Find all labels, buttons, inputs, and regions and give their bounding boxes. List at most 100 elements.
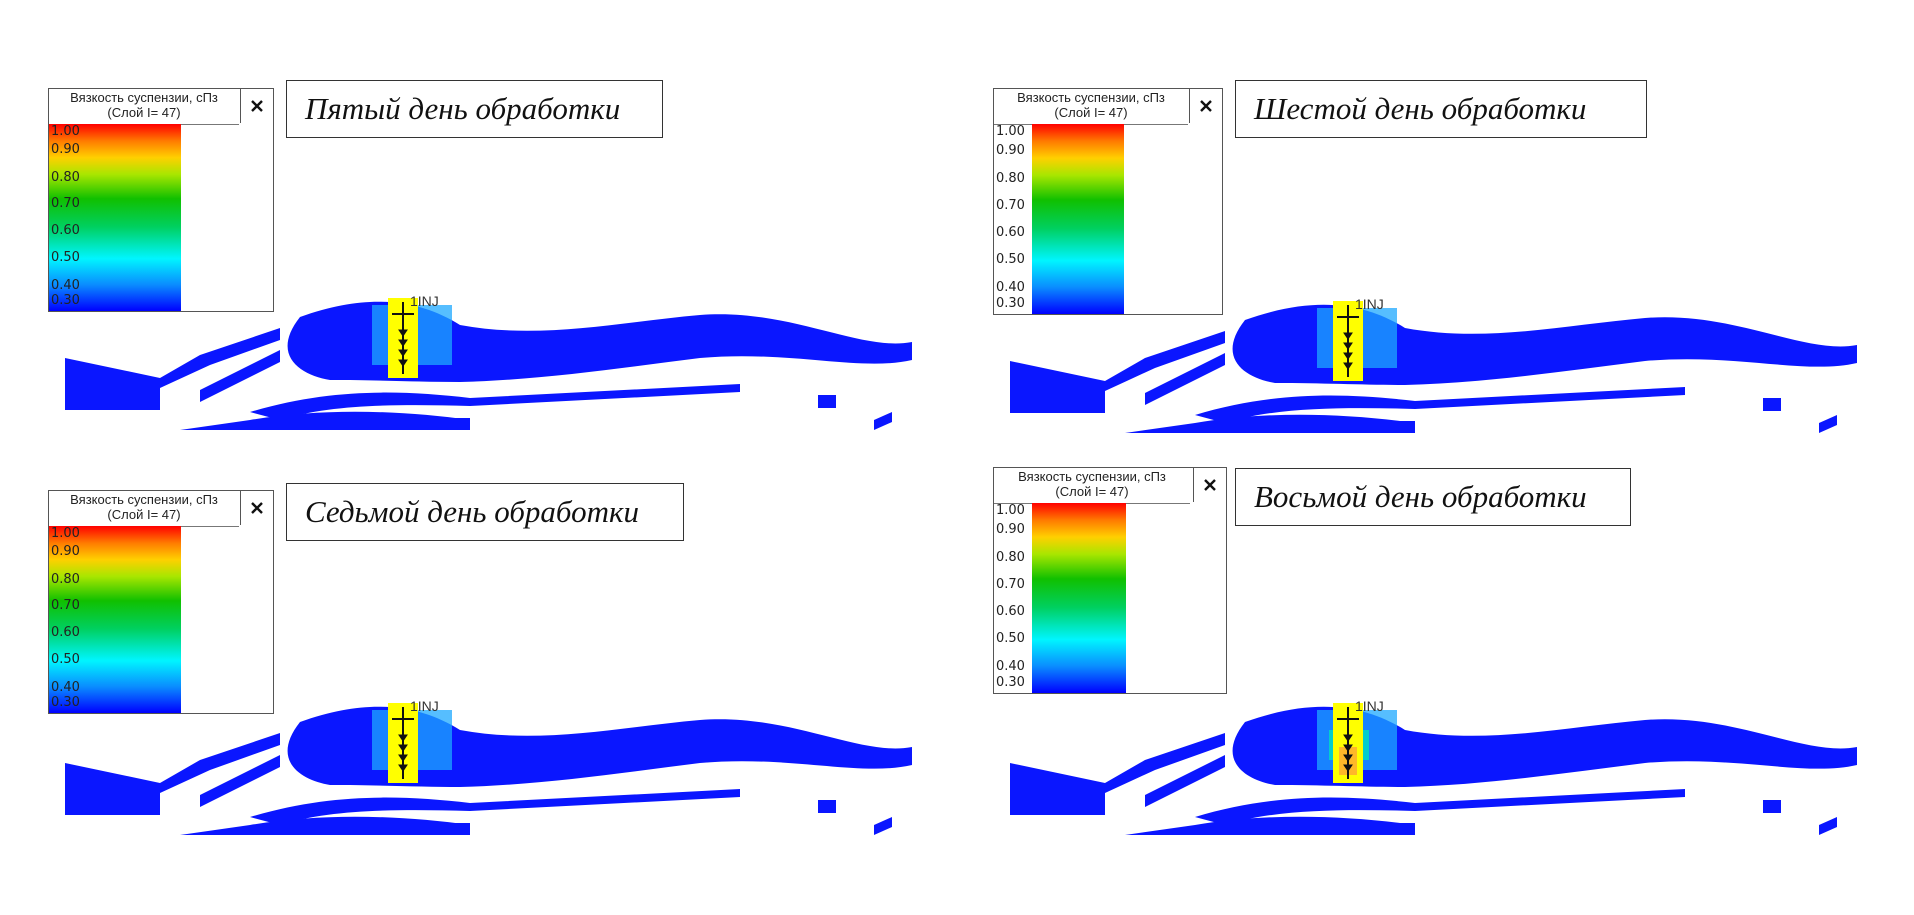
legend-color-scale (49, 526, 181, 713)
close-icon (1200, 100, 1212, 112)
legend-tick: 0.80 (51, 572, 80, 587)
legend-title-line1: Вязкость суспензии, сПз (1017, 90, 1165, 105)
legend-title-line2: (Слой I= 47) (107, 507, 181, 522)
legend-tick: 0.80 (996, 550, 1025, 565)
reservoir-thin-layer (200, 755, 280, 807)
legend-color-scale (49, 124, 181, 311)
reservoir-cross-section: 1INJ (65, 293, 912, 430)
legend-tick: 0.80 (51, 170, 80, 185)
panel-title: Седьмой день обработки (286, 483, 684, 541)
legend-tick: 0.50 (996, 631, 1025, 646)
reservoir-block (452, 823, 470, 835)
reservoir-thin-layer (200, 350, 280, 402)
legend-tick: 0.50 (996, 252, 1025, 267)
legend-tick: 0.60 (51, 625, 80, 640)
legend-color-scale (1032, 503, 1126, 693)
panel-day-5: Вязкость суспензии, сПз (Слой I= 47) 1.0… (0, 0, 960, 430)
legend-tick: 1.00 (51, 526, 80, 541)
legend-tick: 0.50 (51, 250, 80, 265)
legend-title: Вязкость суспензии, сПз (Слой I= 47) (49, 491, 239, 527)
panel-day-8: Вязкость суспензии, сПз (Слой I= 47) 1.0… (945, 455, 1905, 875)
reservoir-band (1010, 733, 1225, 815)
legend-tick: 0.40 (51, 680, 80, 695)
legend-tick: 0.70 (996, 577, 1025, 592)
reservoir-block (1397, 823, 1415, 835)
legend-title: Вязкость суспензии, сПз (Слой I= 47) (994, 89, 1188, 125)
reservoir-block (874, 412, 892, 430)
legend-tick: 0.70 (996, 198, 1025, 213)
reservoir-block (1819, 817, 1837, 835)
legend-tick: 0.30 (996, 675, 1025, 690)
reservoir-cross-section: 1INJ (65, 698, 912, 835)
close-icon (1204, 479, 1216, 491)
legend-close-button[interactable] (1193, 468, 1226, 502)
legend-title-line2: (Слой I= 47) (1054, 105, 1128, 120)
legend-tick: 0.70 (51, 598, 80, 613)
reservoir-block (818, 395, 836, 408)
legend-close-button[interactable] (240, 89, 273, 123)
legend-title: Вязкость суспензии, сПз (Слой I= 47) (49, 89, 239, 125)
reservoir-base (1125, 414, 1415, 433)
panel-day-7: Вязкость суспензии, сПз (Слой I= 47) 1.0… (0, 455, 960, 875)
legend-tick: 0.80 (996, 171, 1025, 186)
legend-tick: 0.30 (996, 296, 1025, 311)
well-label: 1INJ (410, 293, 439, 309)
viscosity-legend: Вязкость суспензии, сПз (Слой I= 47) 1.0… (993, 88, 1223, 315)
reservoir-thin-layer (1145, 755, 1225, 807)
well-label: 1INJ (410, 698, 439, 714)
reservoir-lower-layer (250, 789, 740, 825)
well-trajectory (392, 707, 414, 779)
legend-tick: 0.60 (996, 225, 1025, 240)
panel-title: Восьмой день обработки (1235, 468, 1631, 526)
legend-tick: 0.30 (51, 695, 80, 710)
legend-close-button[interactable] (240, 491, 273, 525)
legend-title-line2: (Слой I= 47) (107, 105, 181, 120)
reservoir-lower-layer (1195, 387, 1685, 423)
legend-title-line1: Вязкость суспензии, сПз (1018, 469, 1166, 484)
legend-title-line1: Вязкость суспензии, сПз (70, 492, 218, 507)
legend-tick: 0.90 (996, 522, 1025, 537)
legend-tick: 1.00 (51, 124, 80, 139)
panel-title: Пятый день обработки (286, 80, 663, 138)
legend-tick: 1.00 (996, 124, 1025, 139)
well-label: 1INJ (1355, 698, 1384, 714)
panel-title: Шестой день обработки (1235, 80, 1647, 138)
reservoir-block (1397, 421, 1415, 433)
reservoir-cross-section: 1INJ (1010, 296, 1857, 433)
reservoir-lower-layer (1195, 789, 1685, 825)
reservoir-block (1763, 800, 1781, 813)
legend-tick: 0.90 (51, 544, 80, 559)
legend-tick: 0.50 (51, 652, 80, 667)
reservoir-cross-section: 1INJ (1010, 698, 1857, 835)
reservoir-block (1819, 415, 1837, 433)
legend-tick: 1.00 (996, 503, 1025, 518)
reservoir-band (65, 328, 280, 410)
legend-color-scale (1032, 124, 1124, 314)
legend-tick: 0.90 (996, 143, 1025, 158)
well-trajectory (1337, 305, 1359, 377)
well-trajectory (1337, 707, 1359, 779)
legend-title-line2: (Слой I= 47) (1055, 484, 1129, 499)
well-trajectory (392, 302, 414, 374)
reservoir-thin-layer (1145, 353, 1225, 405)
legend-tick: 0.30 (51, 293, 80, 308)
reservoir-base (180, 816, 470, 835)
well-label: 1INJ (1355, 296, 1384, 312)
reservoir-block (1763, 398, 1781, 411)
legend-title: Вязкость суспензии, сПз (Слой I= 47) (994, 468, 1190, 504)
legend-tick: 0.70 (51, 196, 80, 211)
legend-tick: 0.60 (51, 223, 80, 238)
reservoir-lower-layer (250, 384, 740, 420)
reservoir-band (65, 733, 280, 815)
reservoir-block (874, 817, 892, 835)
legend-close-button[interactable] (1189, 89, 1222, 123)
reservoir-base (180, 411, 470, 430)
reservoir-base (1125, 816, 1415, 835)
viscosity-legend: Вязкость суспензии, сПз (Слой I= 47) 1.0… (993, 467, 1227, 694)
legend-tick: 0.40 (51, 278, 80, 293)
viscosity-legend: Вязкость суспензии, сПз (Слой I= 47) 1.0… (48, 88, 274, 312)
legend-title-line1: Вязкость суспензии, сПз (70, 90, 218, 105)
legend-tick: 0.40 (996, 280, 1025, 295)
close-icon (251, 100, 263, 112)
panel-day-6: Вязкость суспензии, сПз (Слой I= 47) 1.0… (945, 0, 1905, 433)
